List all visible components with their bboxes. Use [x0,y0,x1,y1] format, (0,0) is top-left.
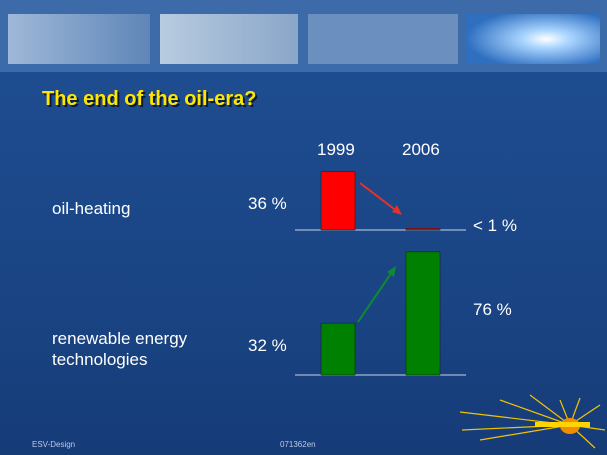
footer-left: ESV-Design [32,440,75,449]
series-label: renewable energy technologies [52,328,217,370]
footer-center: 071362en [280,440,316,449]
bar [406,228,440,230]
category-label: 2006 [402,139,440,160]
series-label: oil-heating [52,198,217,219]
bar [406,252,440,375]
category-label: 1999 [317,139,355,160]
slide: The end of the oil-era? ESV-Design 07136… [0,0,607,455]
bar [321,172,355,230]
bar [321,323,355,375]
value-label: 76 % [473,299,512,320]
slide-title: The end of the oil-era? [42,88,256,111]
value-label: 36 % [248,193,287,214]
value-label: 32 % [248,335,287,356]
value-label: < 1 % [473,215,517,236]
